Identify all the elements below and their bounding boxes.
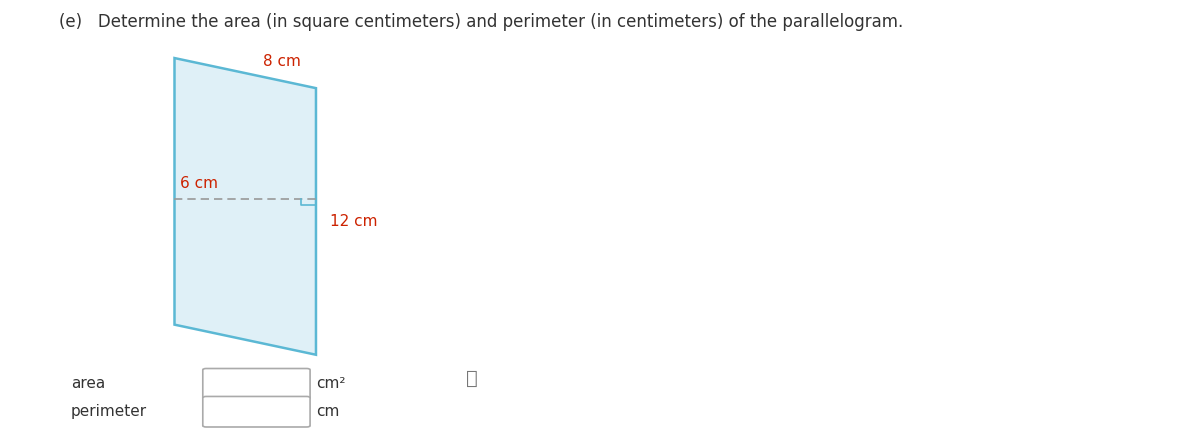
- Text: cm²: cm²: [316, 376, 345, 391]
- Text: ⓘ: ⓘ: [466, 369, 477, 388]
- FancyBboxPatch shape: [203, 369, 310, 399]
- Text: 12 cm: 12 cm: [330, 214, 377, 229]
- Text: area: area: [71, 376, 105, 391]
- Text: cm: cm: [316, 404, 340, 419]
- FancyBboxPatch shape: [203, 396, 310, 427]
- Text: 6 cm: 6 cm: [180, 176, 218, 191]
- Text: perimeter: perimeter: [71, 404, 147, 419]
- Polygon shape: [174, 58, 316, 355]
- Text: 8 cm: 8 cm: [263, 54, 301, 69]
- Text: (e)   Determine the area (in square centimeters) and perimeter (in centimeters) : (e) Determine the area (in square centim…: [59, 13, 903, 31]
